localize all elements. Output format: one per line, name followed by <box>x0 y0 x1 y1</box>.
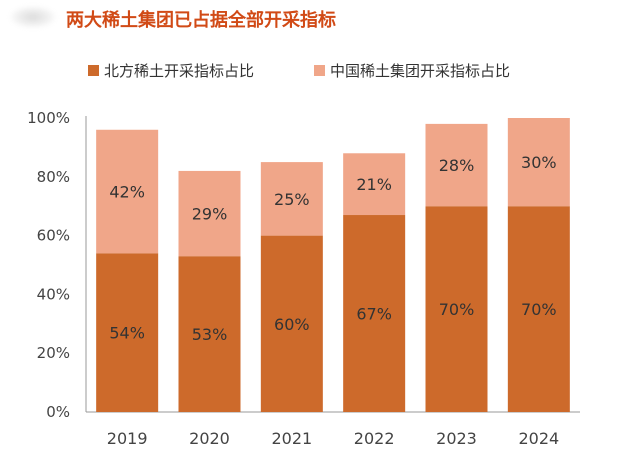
data-label: 28% <box>439 156 475 175</box>
data-label: 29% <box>192 205 228 224</box>
bar-segment-beifang-2023 <box>425 206 488 412</box>
y-tick-label: 60% <box>37 227 70 245</box>
data-label: 25% <box>274 190 310 209</box>
x-tick-label: 2019 <box>107 429 148 448</box>
bar-segment-zhongguo-2024 <box>507 118 570 207</box>
bar-segment-zhongguo-2021 <box>260 162 323 236</box>
data-label: 67% <box>356 305 392 324</box>
x-tick-label: 2023 <box>436 429 477 448</box>
bar-segment-beifang-2019 <box>96 253 159 412</box>
y-tick-label: 100% <box>27 109 70 127</box>
x-tick-label: 2021 <box>271 429 312 448</box>
y-tick-label: 0% <box>46 403 70 421</box>
y-tick-label: 80% <box>37 168 70 186</box>
legend: 北方稀土开采指标占比 中国稀土集团开采指标占比 <box>0 58 639 82</box>
header: 两大稀土集团已占据全部开采指标 <box>0 0 639 36</box>
data-label: 21% <box>356 175 392 194</box>
legend-swatch-series-1 <box>88 64 99 76</box>
data-label: 42% <box>109 183 145 202</box>
bar-segment-zhongguo-2019 <box>96 129 159 254</box>
legend-swatch-series-2 <box>314 64 325 76</box>
data-label: 30% <box>521 153 557 172</box>
data-label: 54% <box>109 324 145 343</box>
bar-segment-beifang-2020 <box>178 256 241 412</box>
bar-segment-beifang-2024 <box>507 206 570 412</box>
legend-label-series-1: 北方稀土开采指标占比 <box>104 61 255 80</box>
data-label: 53% <box>192 325 228 344</box>
legend-item-series-2: 中国稀土集团开采指标占比 <box>314 58 510 82</box>
bar-segment-beifang-2022 <box>343 215 406 412</box>
chart-title: 两大稀土集团已占据全部开采指标 <box>66 10 336 31</box>
y-tick-label: 40% <box>37 285 70 303</box>
data-label: 60% <box>274 315 310 334</box>
y-tick-label: 20% <box>37 344 70 362</box>
x-tick-label: 2020 <box>189 429 230 448</box>
bar-segment-zhongguo-2022 <box>343 153 406 216</box>
data-label: 70% <box>521 300 557 319</box>
x-tick-label: 2024 <box>518 429 559 448</box>
blurred-logo <box>10 6 56 28</box>
bar-segment-zhongguo-2023 <box>425 123 488 207</box>
bar-segment-beifang-2021 <box>260 235 323 412</box>
data-label: 70% <box>439 300 475 319</box>
x-tick-label: 2022 <box>354 429 395 448</box>
bar-segment-zhongguo-2020 <box>178 170 241 257</box>
legend-item-series-1: 北方稀土开采指标占比 <box>88 58 254 82</box>
legend-label-series-2: 中国稀土集团开采指标占比 <box>330 61 511 80</box>
